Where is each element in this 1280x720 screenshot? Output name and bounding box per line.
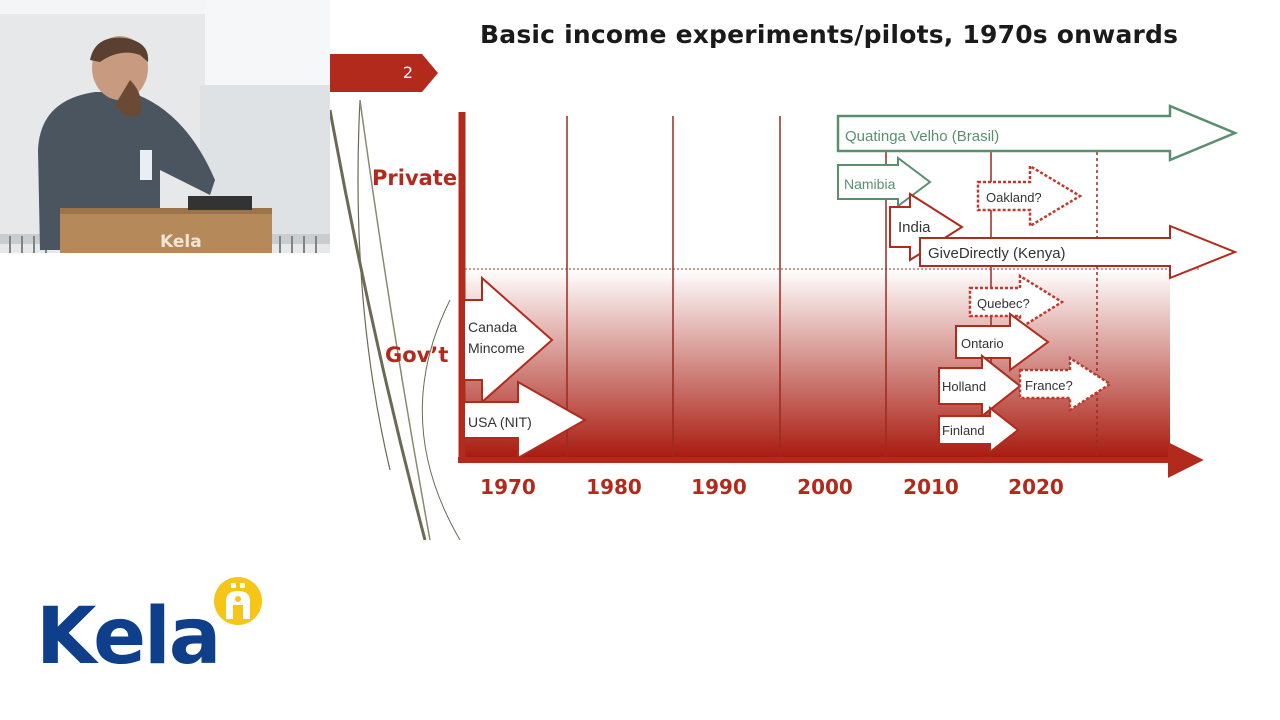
kela-logo-text: Kela: [36, 592, 221, 682]
label-usa-nit: USA (NIT): [468, 414, 532, 430]
government-band: [465, 269, 1170, 460]
tick-label-2000: 2000: [797, 475, 853, 499]
arrow-finland: [938, 405, 1020, 455]
label-canada-line2: Mincome: [468, 340, 525, 356]
label-ontario: Ontario: [961, 336, 1004, 351]
row-label-government: Gov’t: [385, 343, 448, 367]
label-canada-line1: Canada: [468, 319, 517, 335]
arrow-canada-mincome: [463, 275, 554, 405]
arrow-holland: [938, 353, 1022, 419]
arrow-namibia: [837, 156, 932, 208]
label-holland: Holland: [942, 379, 986, 394]
label-quatinga-velho: Quatinga Velho (Brasil): [845, 128, 999, 145]
decade-gridlines: [566, 116, 992, 458]
kela-figure-icon: [214, 577, 262, 625]
arrow-oakland: [976, 163, 1083, 229]
page-number: 2: [402, 63, 414, 82]
label-namibia: Namibia: [844, 176, 896, 192]
timeline-chart: Private Gov’t 1970 1980 1990 2000 2010 2…: [330, 54, 1239, 540]
label-france: France?: [1025, 378, 1073, 393]
arrow-france: [1018, 355, 1113, 413]
tick-label-1980: 1980: [586, 475, 642, 499]
label-oakland: Oakland?: [986, 190, 1042, 205]
arrow-usa-nit: [463, 380, 588, 460]
label-givedirectly: GiveDirectly (Kenya): [928, 245, 1066, 262]
arrow-quatinga-velho: [836, 104, 1239, 162]
tick-label-2010: 2010: [903, 475, 959, 499]
page-number-tab: [330, 54, 438, 92]
slide-title: Basic income experiments/pilots, 1970s o…: [480, 20, 1179, 49]
presentation-slide: Basic income experiments/pilots, 1970s o…: [330, 0, 1280, 540]
arrow-quebec: [968, 273, 1065, 331]
speaker-video: Kela: [0, 0, 330, 253]
speaker-video-frame: Kela: [0, 0, 330, 253]
arrow-givedirectly: [919, 224, 1238, 280]
arrow-ontario: [955, 312, 1050, 372]
label-india: India: [898, 219, 931, 236]
decorative-swirl: [330, 99, 461, 540]
kela-logo: Kela: [30, 570, 280, 700]
podium-logo: Kela: [160, 232, 202, 252]
label-quebec: Quebec?: [977, 296, 1030, 311]
tick-label-1990: 1990: [691, 475, 747, 499]
tick-label-2020: 2020: [1008, 475, 1064, 499]
row-label-private: Private: [372, 166, 457, 190]
label-finland: Finland: [942, 423, 985, 438]
tick-label-1970: 1970: [480, 475, 536, 499]
